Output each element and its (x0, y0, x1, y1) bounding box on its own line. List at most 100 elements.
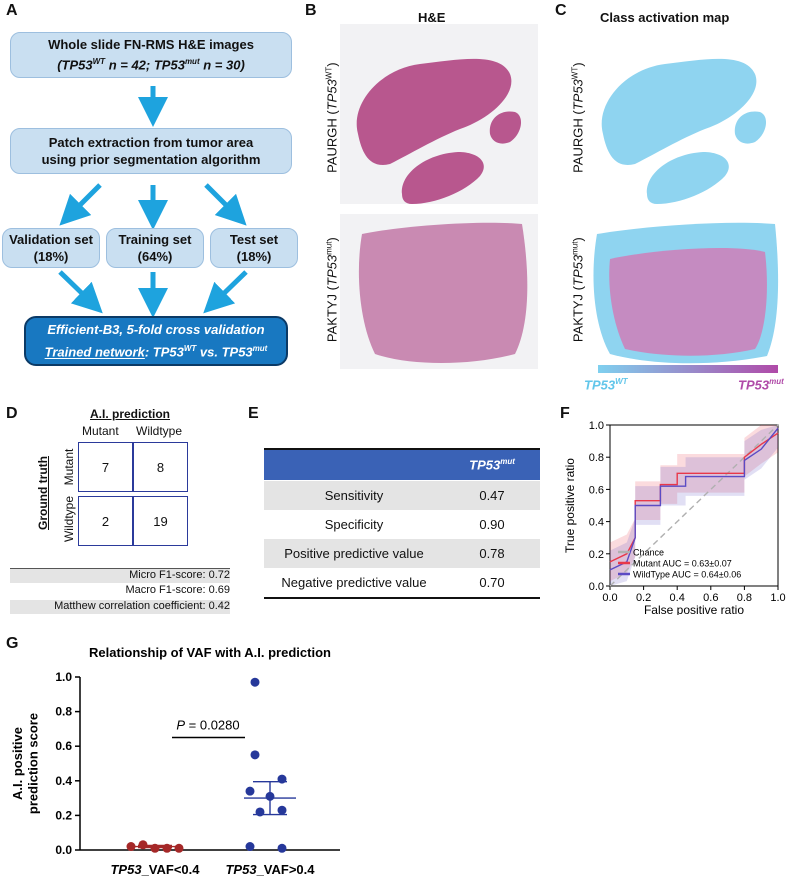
wsi-box-line2: (TP53WT n = 42; TP53mut n = 30) (57, 57, 245, 73)
test-box: Test set (18%) (210, 228, 298, 268)
panel-label-b: B (305, 2, 317, 19)
metrics-row-npv: Negative predictive value 0.70 (264, 568, 540, 599)
vaf-point (174, 843, 184, 853)
network-box: Efficient-B3, 5-fold cross validation Tr… (24, 316, 288, 366)
training-box: Training set (64%) (106, 228, 204, 268)
roc-legend-label: WildType AUC = 0.64±0.06 (633, 570, 741, 580)
confusion-header: A.I. prediction (90, 407, 171, 421)
validation-name: Validation set (9, 232, 93, 247)
flow-arrows (58, 86, 248, 318)
metrics-label-4: Negative predictive value (281, 575, 427, 590)
he-tissue-1a (356, 58, 512, 165)
confusion-cell-tp: 7 (78, 442, 133, 492)
roc-chart: 0.0 0.2 0.4 0.6 0.8 1.0 0.0 0.2 0.4 0.6 0.8 1.0 Fals… (563, 420, 786, 615)
vaf-pvalue: P = 0.0280 (176, 718, 239, 733)
vaf-ytick-label: 1.0 (55, 670, 72, 684)
he-tissue-2 (358, 222, 528, 363)
he-tissue-1c (489, 111, 522, 144)
metrics-label-3: Positive predictive value (284, 546, 424, 561)
vaf-ylabel-line2: prediction score (26, 713, 41, 814)
vaf-ytick-label: 0.8 (55, 705, 72, 719)
arrow-from-validation (58, 270, 103, 314)
vaf-category-label: TP53_VAF<0.4 (110, 862, 200, 877)
roc-xtick-label: 0.0 (602, 592, 617, 604)
roc-xlabel: False positive ratio (644, 603, 744, 615)
vaf-category-label: TP53_VAF>0.4 (225, 862, 315, 877)
vaf-ytick-label: 0.2 (55, 808, 72, 822)
roc-ytick-label: 0.6 (589, 484, 604, 496)
he-row2-label: PAKTYJ (TP53mut) (324, 237, 340, 343)
panel-label-e: E (248, 405, 259, 422)
test-name: Test set (229, 232, 279, 247)
panel-label-d: D (6, 405, 18, 422)
wsi-box: Whole slide FN-RMS H&E images (TP53WT n … (10, 32, 292, 78)
arrow-to-validation (59, 183, 102, 226)
metric-value-1: 0.72 (208, 569, 230, 581)
vaf-pvalue-rest: = 0.0280 (185, 718, 240, 733)
panel-label-c: C (555, 2, 567, 19)
vaf-point (277, 805, 287, 815)
confusion-col1: Mutant (82, 424, 119, 438)
cam-activation-region (609, 248, 767, 356)
he-images (340, 24, 538, 369)
metrics-row-sensitivity: Sensitivity 0.47 (264, 481, 540, 510)
roc-xtick-label: 0.4 (670, 592, 685, 604)
panel-label-g: G (6, 635, 19, 652)
metric-row-2: Macro F1-score: 0.69 (10, 584, 230, 598)
metric-row-3: Matthew correlation coefficient: 0.42 (10, 600, 230, 614)
training-name: Training set (118, 232, 192, 247)
cam-title: Class activation map (600, 10, 730, 25)
validation-box: Validation set (18%) (2, 228, 100, 268)
roc-xtick-label: 0.6 (703, 592, 718, 604)
confusion-cell-tn: 19 (133, 496, 188, 546)
vaf-category-gene: TP53 (110, 862, 142, 877)
metric-row-1: Micro F1-score: 0.72 (10, 568, 230, 583)
metric-label-3: Matthew correlation coefficient: (54, 600, 206, 612)
cam-scale-right: TP53mut (738, 377, 784, 393)
vaf-title: Relationship of VAF with A.I. prediction (89, 645, 331, 660)
vaf-ytick-label: 0.0 (55, 843, 72, 857)
metrics-value-2: 0.90 (479, 517, 505, 532)
vaf-category-suffix: _VAF>0.4 (256, 862, 316, 877)
training-pct: (64%) (137, 249, 173, 264)
roc-ytick-label: 0.4 (589, 517, 604, 529)
roc-series-2 (609, 427, 779, 571)
roc-legend-label: Mutant AUC = 0.63±0.07 (633, 559, 732, 569)
patch-line2: using prior segmentation algorithm (41, 152, 261, 167)
patch-box: Patch extraction from tumor area using p… (10, 128, 292, 174)
vaf-ylabel: A.I. positiveprediction score (10, 713, 41, 814)
vaf-ytick-label: 0.6 (55, 739, 72, 753)
cam-tissue-1c (734, 111, 767, 144)
roc-ytick-label: 0.0 (589, 581, 604, 593)
cam-colorbar (598, 365, 778, 373)
roc-ytick-label: 0.8 (589, 452, 604, 464)
roc-band-0 (610, 425, 778, 582)
vaf-chart: Relationship of VAF with A.I. prediction… (10, 645, 340, 877)
vaf-point (250, 750, 260, 760)
confusion-row1: Mutant (62, 448, 76, 486)
cam-images (593, 58, 779, 364)
vaf-ytick-label: 0.4 (55, 774, 72, 788)
he-tissue-1b (401, 152, 484, 204)
vaf-ylabel-line1: A.I. positive (10, 727, 25, 800)
metrics-value-1: 0.47 (479, 488, 505, 503)
metrics-value-3: 0.78 (479, 546, 505, 561)
metric-label-2: Macro F1-score: (125, 584, 206, 596)
confusion-cell-fn: 8 (133, 442, 188, 492)
he-row1-label: PAURGH (TP53WT) (324, 62, 340, 173)
arrow-to-test (204, 183, 247, 226)
network-line2: Trained network: TP53WT vs. TP53mut (44, 344, 268, 360)
roc-ytick-label: 1.0 (589, 420, 604, 432)
cam-tissue-1a (601, 58, 757, 165)
roc-ylabel: True positive ratio (563, 458, 577, 553)
vaf-category-suffix: _VAF<0.4 (141, 862, 201, 877)
vaf-category-gene: TP53 (225, 862, 257, 877)
cam-tissue-1b (646, 152, 729, 204)
network-line1: Efficient-B3, 5-fold cross validation (47, 322, 265, 338)
roc-ytick-label: 0.2 (589, 549, 604, 561)
vaf-pvalue-p: P (176, 718, 185, 733)
wsi-box-line1: Whole slide FN-RMS H&E images (48, 37, 254, 53)
cam-row2-label: PAKTYJ (TP53mut) (570, 237, 586, 343)
roc-legend-label: Chance (633, 548, 664, 558)
roc-xtick-label: 1.0 (770, 592, 785, 604)
